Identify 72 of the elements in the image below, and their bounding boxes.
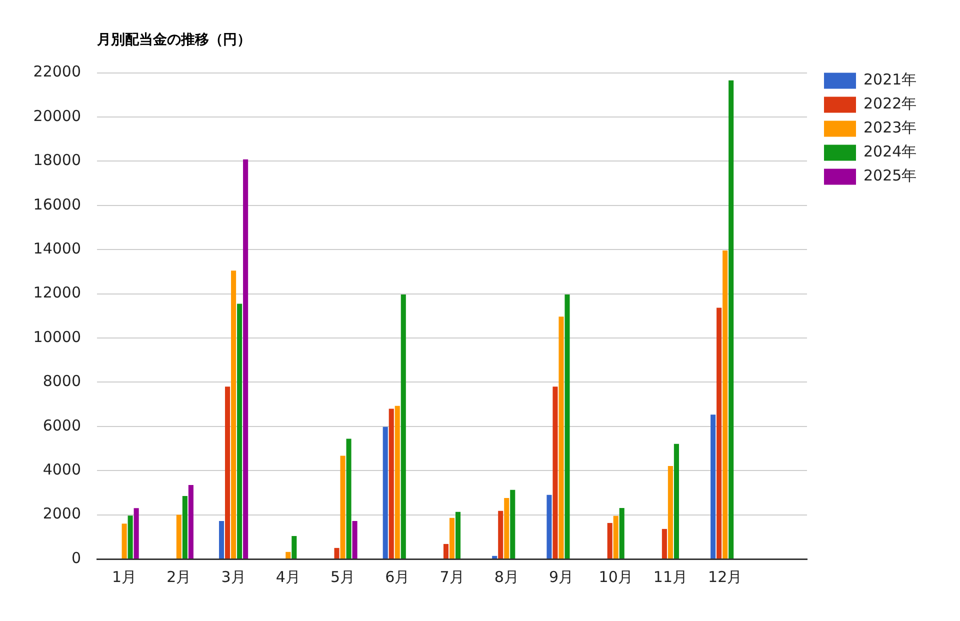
bar — [619, 508, 624, 558]
bar — [176, 514, 182, 558]
legend-label: 2022年 — [864, 94, 917, 113]
bar — [498, 510, 504, 558]
bar — [504, 498, 510, 558]
bar — [231, 270, 236, 558]
x-tick-label: 3月 — [221, 568, 246, 586]
bar — [492, 556, 498, 558]
bar — [728, 80, 734, 558]
x-tick-label: 1月 — [112, 568, 137, 586]
bar — [225, 386, 230, 558]
bar — [237, 304, 242, 558]
y-tick-label: 6000 — [42, 416, 81, 434]
bar — [388, 408, 394, 558]
bar — [188, 484, 194, 558]
bar — [668, 466, 673, 558]
y-tick-label: 10000 — [33, 328, 81, 346]
y-tick-label: 2000 — [42, 504, 81, 523]
bar — [346, 438, 352, 558]
bar — [546, 494, 552, 558]
bar — [510, 490, 516, 558]
y-tick-label: 12000 — [33, 284, 81, 302]
y-tick-label: 16000 — [33, 195, 81, 214]
bar — [394, 406, 400, 558]
y-tick-label: 8000 — [42, 372, 81, 390]
legend-label: 2021年 — [864, 70, 917, 89]
bar — [334, 548, 340, 558]
y-tick-label: 4000 — [42, 460, 81, 478]
bar — [613, 516, 618, 558]
bar — [382, 426, 388, 558]
bar — [340, 456, 346, 558]
x-tick-label: 9月 — [548, 568, 574, 586]
x-tick-label: 10月 — [598, 568, 633, 586]
bar — [122, 524, 127, 558]
legend-label: 2023年 — [864, 118, 917, 137]
bar — [674, 444, 679, 558]
bar — [182, 496, 188, 558]
bar — [607, 522, 612, 558]
legend-label: 2025年 — [864, 166, 917, 185]
bar — [134, 508, 139, 558]
y-tick-label: 0 — [71, 548, 81, 567]
bar — [662, 528, 667, 558]
bar — [128, 516, 133, 558]
bar — [292, 536, 297, 558]
y-tick-label: 14000 — [33, 239, 81, 258]
bar — [286, 552, 291, 558]
bar — [352, 520, 358, 558]
bar — [400, 294, 406, 558]
bar — [455, 512, 461, 558]
bar — [722, 250, 728, 558]
legend-label: 2024年 — [864, 142, 917, 161]
bar — [558, 316, 564, 558]
y-tick-label: 20000 — [33, 106, 81, 125]
x-tick-label: 2月 — [166, 568, 192, 586]
bar — [710, 414, 716, 558]
y-tick-label: 18000 — [33, 151, 81, 170]
bar — [443, 544, 449, 558]
bar — [219, 520, 224, 558]
x-tick-label: 5月 — [330, 568, 356, 586]
x-tick-label: 4月 — [276, 568, 300, 586]
y-tick-label: 22000 — [33, 62, 81, 81]
x-tick-label: 12月 — [708, 568, 742, 586]
bar — [716, 308, 722, 558]
chart-title: 月別配当金の推移（円） — [96, 32, 251, 48]
x-tick-label: 11月 — [653, 568, 688, 586]
x-tick-label: 6月 — [385, 568, 410, 586]
bar — [243, 159, 248, 558]
bar — [564, 294, 570, 558]
x-tick-label: 7月 — [440, 568, 464, 586]
bar — [552, 386, 558, 558]
bar — [449, 518, 455, 558]
x-tick-label: 8月 — [494, 568, 519, 586]
